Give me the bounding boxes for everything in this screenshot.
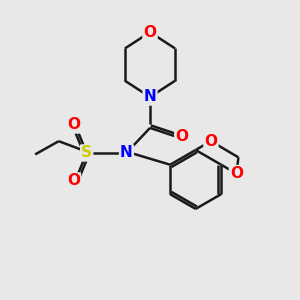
Text: O: O (67, 118, 80, 133)
Text: S: S (81, 146, 92, 160)
Text: O: O (67, 173, 80, 188)
Text: N: N (144, 89, 156, 104)
Text: O: O (143, 25, 157, 40)
Text: O: O (175, 129, 188, 144)
Text: O: O (205, 134, 218, 149)
Text: O: O (230, 166, 243, 181)
Text: N: N (120, 146, 133, 160)
